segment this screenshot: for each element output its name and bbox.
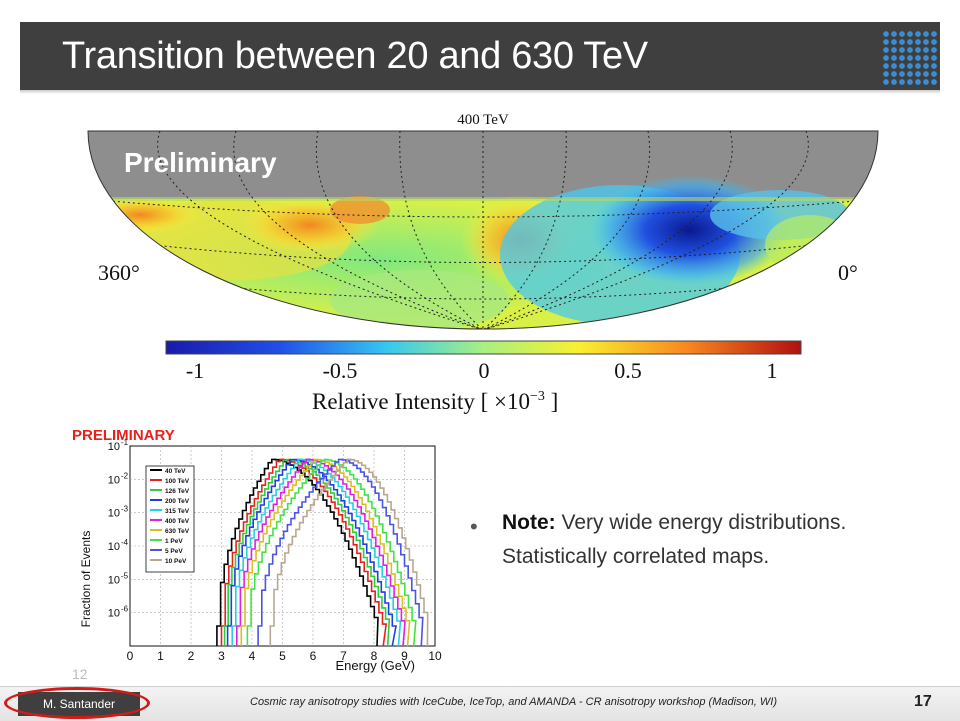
- legend-label: 126 TeV: [165, 488, 190, 495]
- series-line: [257, 458, 424, 647]
- dot-grid-logo-icon: [882, 30, 938, 86]
- preliminary-watermark: Preliminary: [124, 147, 277, 178]
- x-tick-label: 8: [371, 649, 378, 663]
- legend-label: 10 PeV: [165, 558, 187, 565]
- colorbar: [165, 340, 802, 355]
- series-line: [216, 458, 379, 647]
- x-tick-label: 4: [249, 649, 256, 663]
- colorbar-label: Relative Intensity [ ×10−3 ]: [312, 389, 558, 414]
- y-tick-exponent: -5: [121, 571, 129, 580]
- colorbar-tick: -1: [186, 358, 204, 383]
- ghost-slide-number: 12: [72, 666, 88, 682]
- footer: M. Santander Cosmic ray anisotropy studi…: [0, 686, 960, 721]
- y-tick-label: 10: [108, 574, 120, 586]
- energy-label: 400 TeV: [457, 112, 509, 128]
- energy-distribution-chart: PRELIMINARY Fraction of Events Energy (G…: [72, 427, 442, 673]
- note-body: Very wide energy distributions. Statisti…: [502, 511, 847, 568]
- legend-label: 400 TeV: [165, 518, 190, 525]
- map-outline: [87, 130, 879, 330]
- colorbar-tick: 0: [479, 358, 490, 383]
- title-bar: Transition between 20 and 630 TeV: [20, 22, 940, 90]
- x-tick-label: 2: [188, 649, 195, 663]
- y-tick-label: 10: [108, 541, 120, 553]
- x-tick-label: 0: [127, 649, 134, 663]
- footer-citation: Cosmic ray anisotropy studies with IceCu…: [250, 696, 777, 708]
- y-tick-exponent: -1: [121, 438, 129, 447]
- y-tick-exponent: -3: [121, 505, 129, 514]
- x-tick-label: 3: [218, 649, 225, 663]
- title-shadow: [20, 90, 940, 94]
- x-tick-label: 5: [279, 649, 286, 663]
- y-tick-label: 10: [108, 474, 120, 486]
- note-lead: Note:: [502, 511, 556, 534]
- colorbar-tick: 1: [767, 358, 778, 383]
- skymap-figure: 400 TeV Preliminary 360° 0°: [87, 112, 879, 414]
- note-bullet: •: [470, 514, 478, 539]
- coordinate-grid: [88, 131, 878, 329]
- y-tick-exponent: -6: [121, 605, 129, 614]
- series-line: [269, 458, 429, 647]
- series-line: [220, 458, 388, 647]
- inset-preliminary-label: PRELIMINARY: [72, 427, 175, 444]
- x-tick-label: 1: [157, 649, 164, 663]
- legend-label: 1 PeV: [165, 538, 183, 545]
- inset-ylabel: Fraction of Events: [79, 531, 93, 628]
- x-tick-label: 6: [310, 649, 317, 663]
- colorbar-tick: -0.5: [323, 358, 358, 383]
- x-tick-label: 7: [340, 649, 347, 663]
- note-text: Note: Very wide energy distributions. St…: [502, 506, 922, 574]
- y-tick-label: 10: [108, 441, 120, 453]
- colorbar-tick: 0.5: [614, 358, 642, 383]
- inset-xlabel: Energy (GeV): [336, 658, 415, 673]
- slide-title: Transition between 20 and 630 TeV: [62, 35, 648, 77]
- highlight-ellipse: [4, 687, 150, 719]
- ra-label-left: 360°: [98, 260, 140, 285]
- legend-label: 630 TeV: [165, 528, 190, 535]
- page-number: 17: [914, 693, 932, 710]
- legend-label: 40 TeV: [165, 468, 186, 475]
- series-line: [231, 458, 402, 647]
- y-tick-exponent: -4: [121, 538, 129, 547]
- y-tick-exponent: -2: [121, 471, 129, 480]
- series-line: [226, 458, 397, 647]
- y-tick-label: 10: [108, 508, 120, 520]
- legend-label: 5 PeV: [165, 548, 183, 555]
- x-tick-label: 10: [428, 649, 442, 663]
- legend-label: 100 TeV: [165, 478, 190, 485]
- x-tick-label: 9: [401, 649, 408, 663]
- series-line: [240, 458, 411, 647]
- series-line: [246, 458, 417, 647]
- ra-label-right: 0°: [838, 260, 858, 285]
- y-tick-label: 10: [108, 608, 120, 620]
- legend-label: 200 TeV: [165, 498, 190, 505]
- legend-label: 315 TeV: [165, 508, 190, 515]
